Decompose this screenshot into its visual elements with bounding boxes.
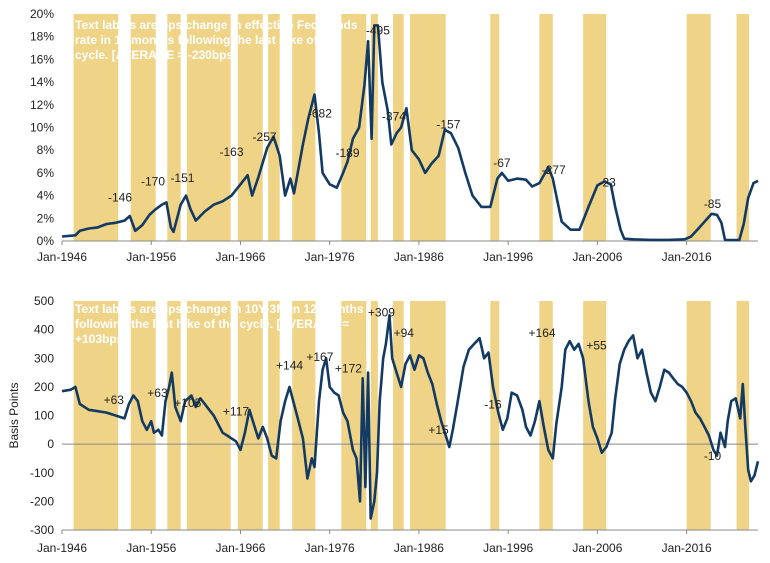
fed-funds-hiking-band bbox=[130, 14, 156, 241]
yield-curve-y-tick-label: -200 bbox=[30, 494, 54, 508]
fed-funds-hiking-band bbox=[73, 14, 119, 241]
fed-funds-hiking-band bbox=[370, 14, 378, 241]
yield-curve-series-line bbox=[61, 314, 760, 520]
yield-curve-y-tick-label: -100 bbox=[30, 466, 54, 480]
fed-funds-data-label: -151 bbox=[170, 171, 194, 185]
yield-curve-data-label: +167 bbox=[306, 350, 333, 364]
yield-curve-data-label: +309 bbox=[368, 306, 395, 320]
fed-funds-x-tick-label: Jan-1986 bbox=[394, 250, 444, 264]
fed-funds-x-tick-label: Jan-1956 bbox=[126, 250, 176, 264]
fed-funds-hiking-band bbox=[186, 14, 231, 241]
fed-funds-hiking-band bbox=[237, 14, 263, 241]
fed-funds-data-label: -277 bbox=[542, 163, 566, 177]
yield-curve-data-label: +94 bbox=[394, 326, 415, 340]
yield-curve-y-tick-label: 300 bbox=[34, 351, 54, 365]
fed-funds-data-label: -189 bbox=[336, 146, 360, 160]
yield-curve-y-tick-label: 500 bbox=[34, 294, 54, 308]
fed-funds-hiking-band bbox=[341, 14, 367, 241]
fed-funds-hiking-band bbox=[167, 14, 181, 241]
yield-curve-data-label: +63 bbox=[147, 386, 168, 400]
fed-funds-y-tick-label: 20% bbox=[30, 7, 54, 21]
yield-curve-hiking-band bbox=[73, 301, 119, 530]
yield-curve-x-tick-label: Jan-1986 bbox=[394, 541, 444, 555]
yield-curve-data-label: +172 bbox=[335, 362, 362, 376]
fed-funds-x-tick-label: Jan-2006 bbox=[572, 250, 622, 264]
yield-curve-data-label: -10 bbox=[704, 449, 722, 463]
fed-funds-data-label: -682 bbox=[308, 106, 332, 120]
fed-funds-chart: 0% 2% 4% 6% 8% 10% 12% 14% 16% 18% 20% Jan-1946 Jan-… bbox=[30, 7, 759, 264]
yield-curve-hiking-band bbox=[186, 301, 231, 530]
yield-curve-hiking-band bbox=[539, 301, 553, 530]
yield-curve-y-axis-title: Basis Points bbox=[7, 382, 21, 448]
fed-funds-hiking-band bbox=[583, 14, 607, 241]
yield-curve-x-tick-label: Jan-2006 bbox=[572, 541, 622, 555]
fed-funds-y-tick-label: 12% bbox=[30, 98, 54, 112]
yield-curve-x-tick-label: Jan-1996 bbox=[483, 541, 533, 555]
yield-curve-x-tick-label: Jan-1976 bbox=[305, 541, 355, 555]
yield-curve-hiking-band bbox=[583, 301, 607, 530]
fed-funds-y-tick-label: 0% bbox=[37, 234, 55, 248]
yield-curve-data-label: +55 bbox=[586, 339, 607, 353]
fed-funds-annotation: Text labels are bps change in effective … bbox=[75, 18, 358, 62]
yield-curve-x-tick-label: Jan-1946 bbox=[37, 541, 87, 555]
yield-curve-hiking-band bbox=[490, 301, 500, 530]
fed-funds-data-label: -157 bbox=[436, 118, 460, 132]
yield-curve-data-label: +164 bbox=[529, 326, 556, 340]
yield-curve-hiking-band bbox=[268, 301, 280, 530]
fed-funds-data-label: -163 bbox=[220, 145, 244, 159]
yield-curve-hiking-band bbox=[130, 301, 156, 530]
yield-curve-x-tick-label: Jan-1956 bbox=[126, 541, 176, 555]
fed-funds-y-tick-label: 6% bbox=[37, 166, 55, 180]
yield-curve-data-label: +144 bbox=[276, 359, 303, 373]
fed-funds-data-label: -23 bbox=[599, 176, 617, 190]
fed-funds-x-tick-label: Jan-1976 bbox=[305, 250, 355, 264]
yield-curve-hiking-band bbox=[736, 301, 750, 530]
yield-curve-y-tick-label: 200 bbox=[34, 380, 54, 394]
fed-funds-y-tick-label: 16% bbox=[30, 52, 54, 66]
fed-funds-data-label: -374 bbox=[382, 110, 406, 124]
yield-curve-hiking-band bbox=[167, 301, 181, 530]
yield-curve-data-label: -16 bbox=[484, 397, 502, 411]
yield-curve-data-label: +15 bbox=[428, 423, 449, 437]
fed-funds-y-tick-label: 2% bbox=[37, 211, 55, 225]
yield-curve-hiking-band bbox=[393, 301, 404, 530]
fed-funds-hiking-band bbox=[268, 14, 280, 241]
fed-funds-data-label: -170 bbox=[141, 174, 165, 188]
fed-funds-x-tick-label: Jan-2016 bbox=[662, 250, 712, 264]
fed-funds-y-tick-label: 8% bbox=[37, 143, 55, 157]
fed-funds-x-tick-label: Jan-1966 bbox=[215, 250, 265, 264]
yield-curve-hiking-band bbox=[370, 301, 378, 530]
fed-funds-y-tick-label: 14% bbox=[30, 75, 54, 89]
yield-curve-y-tick-label: 0 bbox=[47, 437, 54, 451]
fed-funds-data-label: -257 bbox=[253, 130, 277, 144]
fed-funds-data-label: -85 bbox=[704, 197, 722, 211]
yield-curve-annotation: Text labels are bps change in 10Y-3M in … bbox=[75, 302, 364, 346]
yield-curve-chart: -300 -200 -100 0 100 200 300 400 500 Jan-1946 Jan-… bbox=[7, 294, 760, 555]
yield-curve-data-label: +117 bbox=[223, 405, 249, 419]
fed-funds-hiking-band bbox=[539, 14, 553, 241]
fed-funds-hiking-band bbox=[292, 14, 316, 241]
fed-funds-data-label: -67 bbox=[493, 156, 511, 170]
fed-funds-y-tick-label: 4% bbox=[37, 189, 55, 203]
yield-curve-y-tick-label: 400 bbox=[34, 323, 54, 337]
fed-funds-data-label: -146 bbox=[108, 190, 132, 204]
fed-funds-y-tick-label: 18% bbox=[30, 30, 54, 44]
yield-curve-y-tick-label: 100 bbox=[34, 409, 54, 423]
fed-funds-hiking-band bbox=[490, 14, 500, 241]
fed-funds-series-line bbox=[61, 24, 759, 242]
fed-funds-x-tick-label: Jan-1946 bbox=[37, 250, 87, 264]
yield-curve-x-tick-label: Jan-1966 bbox=[215, 541, 265, 555]
yield-curve-data-label: +105 bbox=[174, 396, 201, 410]
fed-funds-hiking-band bbox=[736, 14, 750, 241]
fed-funds-hiking-band bbox=[686, 14, 711, 241]
fed-funds-hiking-band bbox=[393, 14, 404, 241]
fed-funds-x-tick-label: Jan-1996 bbox=[483, 250, 533, 264]
yield-curve-data-label: +63 bbox=[104, 393, 125, 407]
fed-funds-data-label: -495 bbox=[366, 23, 390, 37]
yield-curve-y-tick-label: -300 bbox=[30, 523, 54, 537]
yield-curve-x-tick-label: Jan-2016 bbox=[662, 541, 712, 555]
fed-funds-hiking-band bbox=[410, 14, 446, 241]
fed-funds-y-tick-label: 10% bbox=[30, 121, 54, 135]
